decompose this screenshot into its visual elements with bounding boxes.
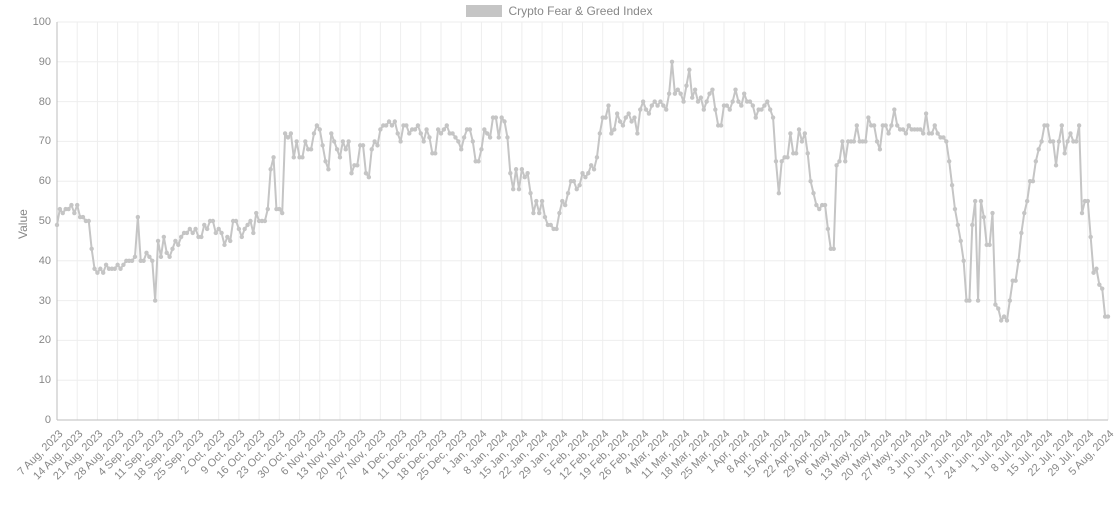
y-tick: 70 [39,135,51,147]
y-axis-ticks: 0102030405060708090100 [0,22,51,420]
y-tick: 90 [39,56,51,68]
y-tick: 60 [39,175,51,187]
y-tick: 100 [33,16,51,28]
y-tick: 50 [39,215,51,227]
y-tick: 30 [39,295,51,307]
legend-label: Crypto Fear & Greed Index [508,4,652,18]
legend: Crypto Fear & Greed Index [0,4,1119,18]
x-axis-ticks: 7 Aug, 202314 Aug, 202321 Aug, 202328 Au… [57,428,1108,530]
y-tick: 80 [39,96,51,108]
chart-svg [57,22,1108,420]
plot-area [57,22,1108,420]
chart-container: Crypto Fear & Greed Index Value 01020304… [0,0,1119,522]
y-tick: 0 [45,414,51,426]
y-tick: 20 [39,334,51,346]
y-tick: 10 [39,374,51,386]
y-tick: 40 [39,255,51,267]
legend-swatch [466,5,502,17]
